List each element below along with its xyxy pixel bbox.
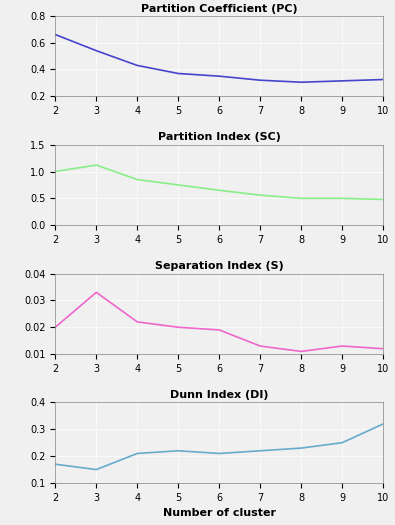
X-axis label: Number of cluster: Number of cluster xyxy=(163,508,276,518)
Title: Dunn Index (DI): Dunn Index (DI) xyxy=(170,390,269,400)
Title: Partition Coefficient (PC): Partition Coefficient (PC) xyxy=(141,4,297,14)
Title: Separation Index (S): Separation Index (S) xyxy=(155,261,284,271)
Title: Partition Index (SC): Partition Index (SC) xyxy=(158,132,281,142)
